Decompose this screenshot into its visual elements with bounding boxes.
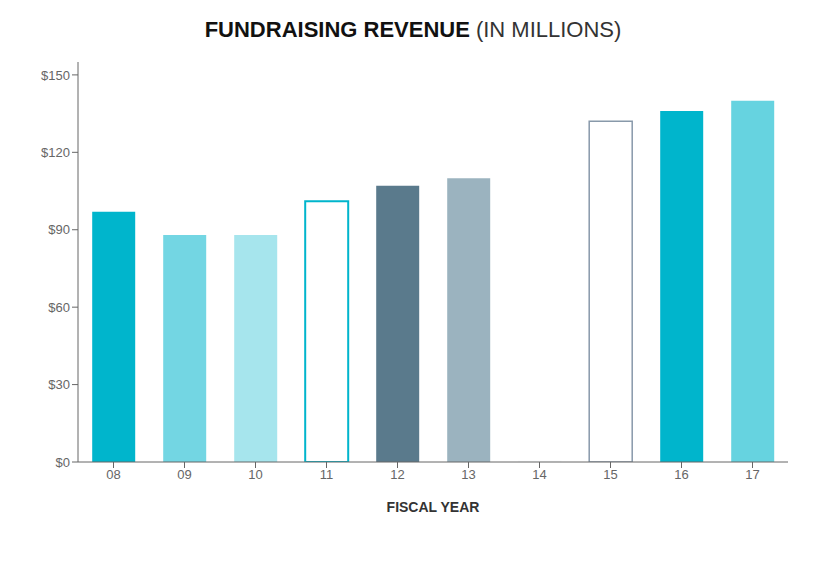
svg-text:$30: $30 xyxy=(48,377,70,392)
svg-text:$120: $120 xyxy=(41,145,70,160)
svg-text:12: 12 xyxy=(390,467,404,482)
svg-text:09: 09 xyxy=(177,467,191,482)
svg-text:16: 16 xyxy=(674,467,688,482)
svg-text:14: 14 xyxy=(532,467,546,482)
html-text:FUNDRAISING REVENUE (IN MILLIO: FUNDRAISING REVENUE (IN MILLIONS) xyxy=(204,17,622,42)
svg-text:11: 11 xyxy=(320,467,334,482)
svg-text:$150: $150 xyxy=(41,68,70,83)
svg-text:$0: $0 xyxy=(56,455,70,470)
svg-text:FISCAL YEAR: FISCAL YEAR xyxy=(387,499,480,515)
svg-text:17: 17 xyxy=(745,467,759,482)
svg-text:$90: $90 xyxy=(48,222,70,237)
svg-text:15: 15 xyxy=(603,467,617,482)
svg-text:10: 10 xyxy=(248,467,262,482)
svg-text:13: 13 xyxy=(461,467,475,482)
svg-text:$60: $60 xyxy=(48,300,70,315)
svg-text:08: 08 xyxy=(106,467,120,482)
